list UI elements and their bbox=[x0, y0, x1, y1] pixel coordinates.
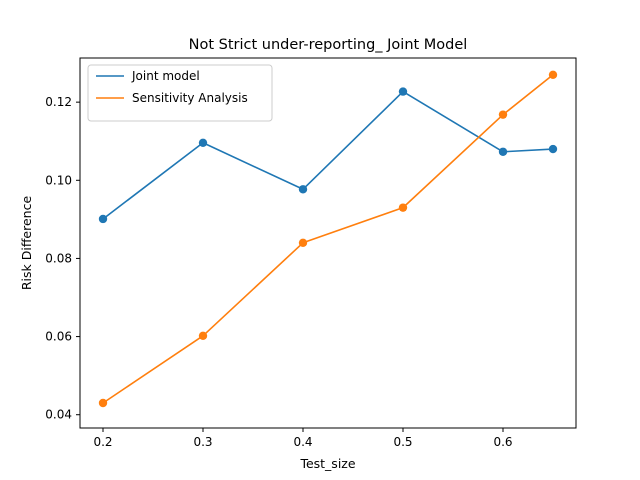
y-tick-label: 0.06 bbox=[45, 330, 72, 344]
series-2 bbox=[98, 70, 558, 408]
x-axis-ticks: 0.2 0.3 0.4 0.5 0.6 bbox=[93, 428, 513, 449]
data-point bbox=[498, 110, 508, 119]
series-layer bbox=[98, 70, 558, 408]
y-tick-label: 0.10 bbox=[45, 173, 72, 187]
data-point bbox=[498, 147, 508, 156]
y-tick-label: 0.04 bbox=[45, 408, 72, 422]
chart-title: Not Strict under-reporting_ Joint Model bbox=[189, 37, 468, 53]
data-point bbox=[198, 331, 208, 340]
data-point bbox=[398, 87, 408, 96]
data-point bbox=[548, 144, 558, 154]
data-point bbox=[298, 185, 308, 194]
legend-label: Sensitivity Analysis bbox=[132, 91, 248, 105]
legend: Joint model Sensitivity Analysis bbox=[87, 64, 273, 122]
data-point bbox=[298, 238, 308, 248]
x-tick-label: 0.4 bbox=[293, 435, 312, 449]
legend-box bbox=[87, 64, 273, 122]
x-tick-label: 0.6 bbox=[493, 435, 512, 449]
series-line bbox=[102, 90, 554, 220]
x-tick-label: 0.2 bbox=[93, 435, 112, 449]
data-point bbox=[198, 138, 208, 147]
legend-label: Joint model bbox=[131, 69, 200, 83]
data-point bbox=[398, 203, 408, 212]
data-point bbox=[98, 214, 108, 224]
x-tick-label: 0.5 bbox=[393, 435, 412, 449]
y-axis-label: Risk Difference bbox=[19, 196, 34, 291]
y-tick-label: 0.08 bbox=[45, 251, 72, 265]
x-tick-label: 0.3 bbox=[193, 435, 212, 449]
data-point bbox=[98, 398, 108, 408]
legend-item: Sensitivity Analysis bbox=[96, 91, 248, 105]
y-axis-ticks: 0.04 0.06 0.08 0.10 0.12 bbox=[45, 95, 80, 422]
y-tick-label: 0.12 bbox=[45, 95, 72, 109]
series-line bbox=[102, 74, 554, 404]
legend-item: Joint model bbox=[96, 69, 200, 83]
series-1 bbox=[98, 87, 558, 224]
data-point bbox=[548, 70, 558, 80]
x-axis-label: Test_size bbox=[299, 456, 355, 471]
axes-frame bbox=[79, 57, 577, 429]
